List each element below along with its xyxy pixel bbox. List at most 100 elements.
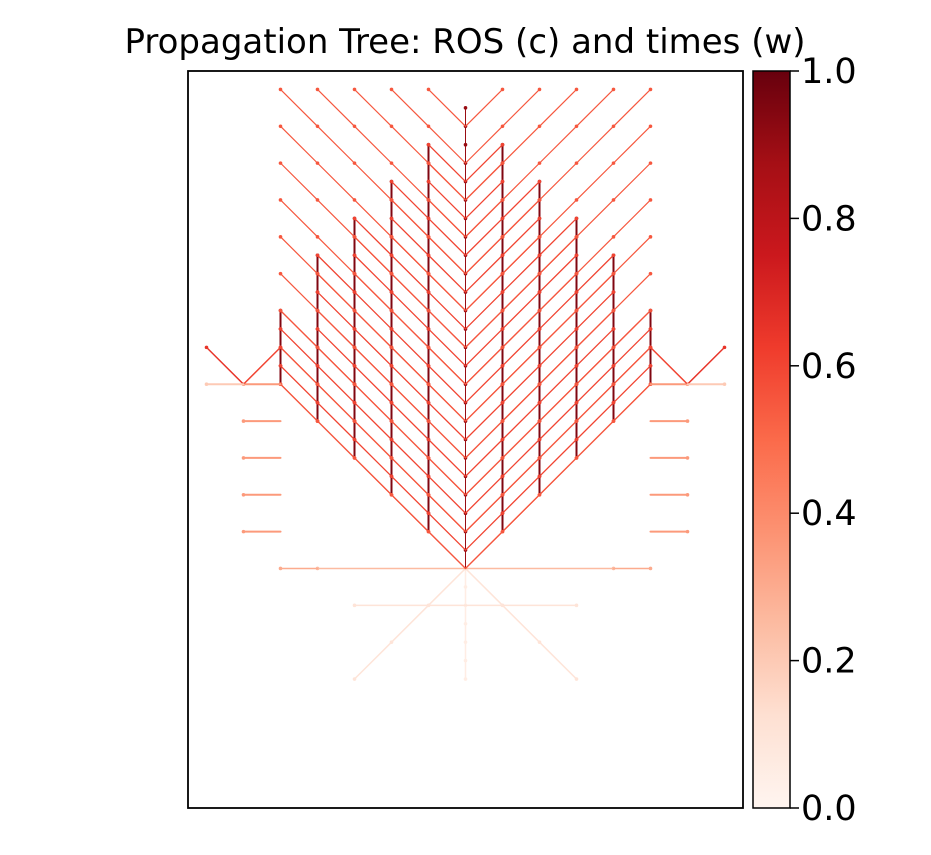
- propagation-arrow: [538, 125, 578, 164]
- propagation-arrow: [538, 309, 578, 348]
- propagation-arrow: [353, 641, 393, 680]
- propagation-arrow: [427, 438, 467, 478]
- propagation-arrow: [390, 346, 430, 385]
- propagation-arrow: [464, 328, 504, 367]
- arrow-head: [278, 235, 283, 239]
- propagation-arrow: [316, 162, 356, 201]
- propagation-arrow: [279, 88, 319, 127]
- propagation-arrow: [427, 217, 467, 256]
- propagation-arrow: [427, 512, 467, 551]
- arrow-head: [389, 290, 394, 294]
- propagation-arrow: [427, 475, 467, 514]
- arrow-head: [648, 235, 653, 239]
- propagation-arrow: [612, 328, 652, 367]
- propagation-arrow: [501, 217, 541, 256]
- arrow-head: [648, 87, 653, 92]
- propagation-arrow: [316, 383, 356, 422]
- propagation-arrow: [501, 199, 541, 238]
- propagation-arrow: [612, 88, 652, 127]
- arrow-head: [278, 198, 283, 202]
- propagation-arrow: [538, 88, 578, 127]
- propagation-arrow: [612, 309, 652, 348]
- propagation-arrow: [390, 309, 430, 348]
- propagation-arrow: [464, 420, 504, 459]
- propagation-arrow: [538, 346, 578, 385]
- propagation-arrow: [316, 125, 356, 164]
- propagation-arrow: [575, 291, 615, 330]
- propagation-arrow: [279, 199, 319, 238]
- propagation-arrow: [575, 346, 615, 385]
- arrow-head: [315, 364, 320, 368]
- propagation-arrow: [353, 236, 393, 275]
- arrow-head: [574, 87, 579, 92]
- propagation-arrow: [464, 494, 504, 533]
- propagation-arrow: [353, 125, 393, 164]
- propagation-arrow: [316, 401, 356, 441]
- propagation-arrow: [538, 291, 578, 330]
- propagation-arrow: [464, 144, 504, 183]
- arrow-head: [426, 400, 431, 405]
- propagation-arrow: [316, 420, 356, 459]
- propagation-arrow: [353, 457, 393, 496]
- propagation-arrow: [390, 88, 430, 127]
- propagation-arrow: [538, 383, 578, 422]
- propagation-arrow: [279, 273, 319, 312]
- arrow-head: [611, 327, 616, 331]
- propagation-arrow: [390, 180, 430, 220]
- propagation-arrow: [427, 162, 467, 201]
- propagation-arrow: [501, 309, 541, 348]
- propagation-arrow: [390, 420, 430, 459]
- propagation-arrow: [612, 236, 652, 275]
- arrow-head: [574, 253, 579, 258]
- propagation-arrow: [612, 273, 652, 312]
- propagation-arrow: [427, 180, 467, 220]
- arrow-head: [278, 364, 283, 368]
- propagation-arrow: [390, 383, 430, 422]
- arrow-head: [315, 87, 320, 92]
- propagation-arrow: [427, 457, 467, 496]
- propagation-arrow: [427, 531, 467, 570]
- propagation-arrow: [427, 567, 467, 607]
- arrow-head: [574, 677, 579, 681]
- arrow-head: [426, 87, 431, 92]
- propagation-arrow: [279, 383, 319, 422]
- propagation-arrow: [612, 365, 652, 404]
- propagation-arrow: [612, 199, 652, 238]
- propagation-arrow: [612, 125, 652, 164]
- propagation-arrow: [464, 512, 504, 551]
- arrow-head: [278, 327, 283, 331]
- arrow-head: [426, 142, 431, 147]
- arrow-head: [352, 677, 357, 681]
- arrow-head: [500, 179, 505, 184]
- propagation-arrow: [316, 309, 356, 348]
- propagation-arrow: [390, 291, 430, 330]
- arrow-head: [685, 419, 690, 423]
- arrow-head: [537, 87, 542, 92]
- arrow-head: [426, 290, 431, 294]
- arrow-head: [648, 271, 653, 276]
- propagation-arrow: [353, 88, 393, 127]
- propagation-arrow: [575, 236, 615, 275]
- arrow-head: [352, 437, 357, 442]
- propagation-arrow: [353, 162, 393, 201]
- arrow-head: [389, 179, 394, 184]
- arrow-head: [648, 161, 653, 165]
- arrow-head: [241, 492, 246, 497]
- colorbar-tick-label: 0.8: [801, 199, 857, 239]
- propagation-arrow: [427, 125, 467, 164]
- propagation-arrow: [538, 162, 578, 201]
- propagation-arrow: [649, 346, 689, 385]
- arrow-head: [648, 364, 653, 368]
- arrow-head: [241, 456, 246, 460]
- propagation-arrow: [316, 365, 356, 404]
- propagation-arrow: [686, 346, 726, 385]
- colorbar-tick-label: 0.0: [801, 789, 857, 829]
- propagation-arrow: [464, 199, 504, 238]
- propagation-arrow: [575, 383, 615, 422]
- propagation-arrow: [464, 475, 504, 514]
- propagation-arrow: [501, 494, 541, 533]
- propagation-arrow: [575, 328, 615, 367]
- propagation-arrow: [538, 217, 578, 256]
- arrow-head: [426, 216, 431, 221]
